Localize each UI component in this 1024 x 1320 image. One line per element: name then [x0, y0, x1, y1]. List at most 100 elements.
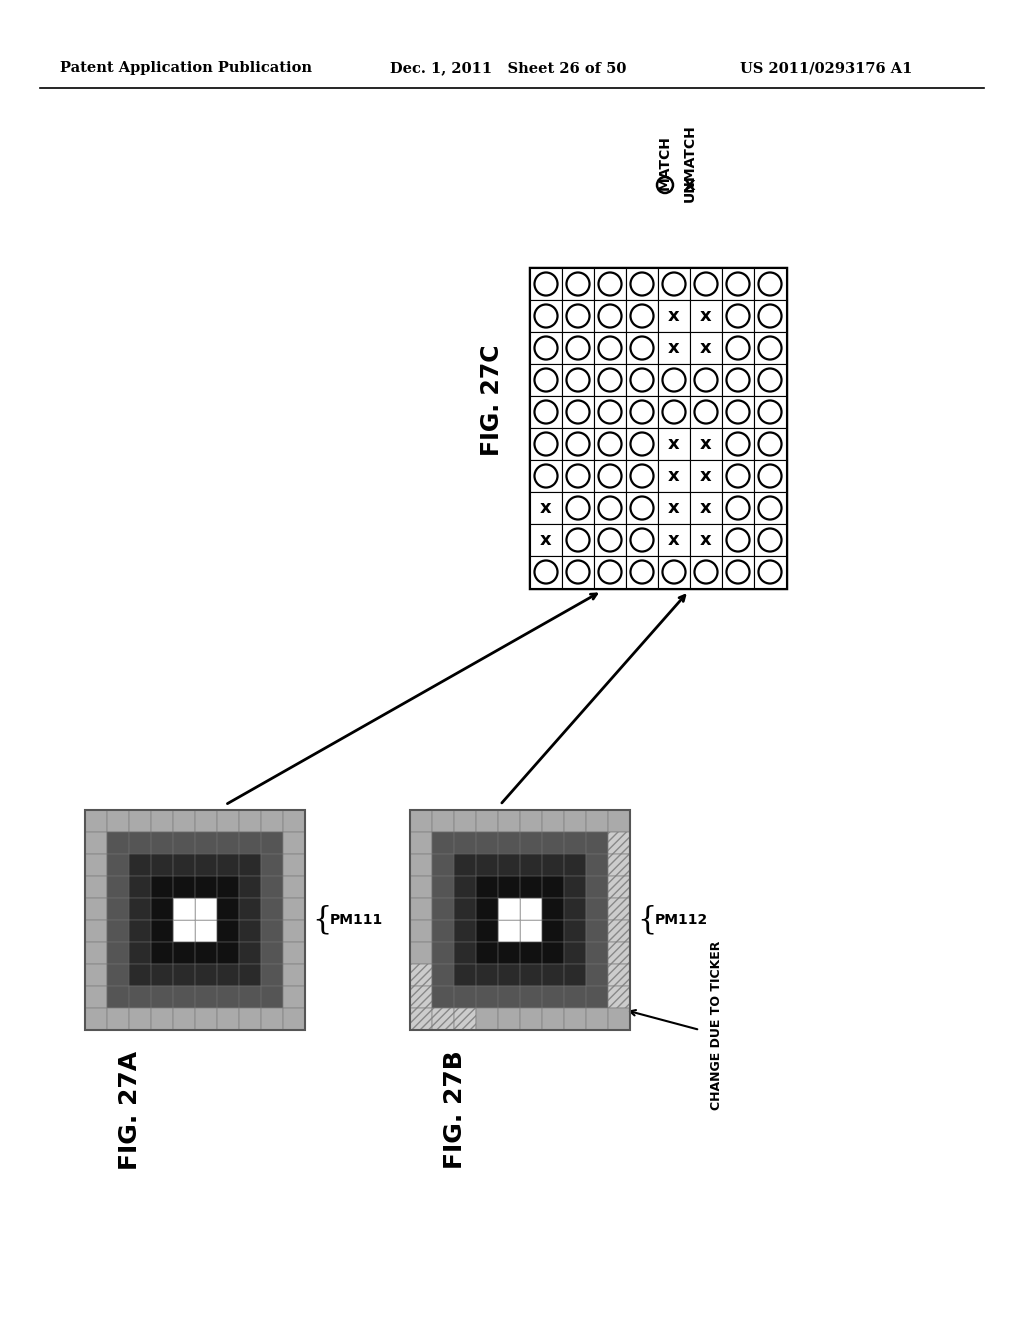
Bar	[608, 942, 630, 964]
Bar	[217, 1008, 239, 1030]
Bar	[476, 876, 498, 898]
Bar	[722, 364, 754, 396]
Bar	[690, 333, 722, 364]
Bar	[129, 898, 151, 920]
Bar	[754, 396, 786, 428]
Bar	[283, 832, 305, 854]
Bar	[690, 459, 722, 492]
Bar	[239, 986, 261, 1008]
Text: x: x	[669, 308, 680, 325]
Bar	[454, 1008, 476, 1030]
Bar	[594, 524, 626, 556]
Bar	[594, 428, 626, 459]
Bar	[626, 492, 658, 524]
Bar	[129, 876, 151, 898]
Bar	[432, 986, 454, 1008]
Bar	[410, 1008, 432, 1030]
Bar	[690, 524, 722, 556]
Bar	[626, 459, 658, 492]
Bar	[520, 964, 542, 986]
Bar	[626, 268, 658, 300]
Bar	[106, 854, 129, 876]
Bar	[195, 920, 217, 942]
Bar	[594, 333, 626, 364]
Bar	[530, 492, 562, 524]
Bar	[658, 333, 690, 364]
Bar	[129, 854, 151, 876]
Bar	[454, 920, 476, 942]
Bar	[586, 854, 608, 876]
Bar	[626, 556, 658, 587]
Bar	[239, 832, 261, 854]
Bar	[562, 396, 594, 428]
Bar	[261, 942, 283, 964]
Bar	[722, 333, 754, 364]
Bar	[562, 268, 594, 300]
Bar	[530, 428, 562, 459]
Bar	[530, 268, 786, 587]
Text: {: {	[312, 904, 332, 936]
Bar	[173, 810, 195, 832]
Bar	[432, 876, 454, 898]
Bar	[476, 854, 498, 876]
Bar	[754, 364, 786, 396]
Bar	[239, 810, 261, 832]
Bar	[261, 832, 283, 854]
Bar	[626, 300, 658, 333]
Bar	[594, 492, 626, 524]
Bar	[151, 832, 173, 854]
Bar	[85, 832, 106, 854]
Bar	[476, 986, 498, 1008]
Bar	[564, 810, 586, 832]
Bar	[129, 832, 151, 854]
Bar	[261, 964, 283, 986]
Bar	[722, 459, 754, 492]
Bar	[476, 810, 498, 832]
Text: x: x	[700, 467, 712, 484]
Bar	[476, 964, 498, 986]
Bar	[754, 492, 786, 524]
Text: PM111: PM111	[330, 913, 383, 927]
Bar	[542, 920, 564, 942]
Bar	[151, 854, 173, 876]
Bar	[690, 300, 722, 333]
Bar	[261, 810, 283, 832]
Bar	[217, 986, 239, 1008]
Bar	[626, 524, 658, 556]
Bar	[586, 942, 608, 964]
Text: x: x	[669, 531, 680, 549]
Bar	[151, 876, 173, 898]
Bar	[626, 428, 658, 459]
Bar	[498, 876, 520, 898]
Bar	[151, 920, 173, 942]
Bar	[542, 1008, 564, 1030]
Bar	[562, 492, 594, 524]
Bar	[261, 876, 283, 898]
Bar	[85, 810, 106, 832]
Bar	[658, 364, 690, 396]
Bar	[476, 832, 498, 854]
Bar	[129, 810, 151, 832]
Bar	[85, 1008, 106, 1030]
Bar	[239, 876, 261, 898]
Bar	[239, 898, 261, 920]
Bar	[520, 876, 542, 898]
Bar	[542, 832, 564, 854]
Bar	[608, 964, 630, 986]
Bar	[530, 333, 562, 364]
Bar	[85, 876, 106, 898]
Text: UNMATCH: UNMATCH	[683, 124, 697, 202]
Bar	[520, 1008, 542, 1030]
Bar	[722, 396, 754, 428]
Bar	[520, 832, 542, 854]
Bar	[85, 854, 106, 876]
Bar	[562, 364, 594, 396]
Bar	[658, 556, 690, 587]
Bar	[239, 964, 261, 986]
Bar	[432, 1008, 454, 1030]
Bar	[564, 1008, 586, 1030]
Bar	[498, 986, 520, 1008]
Bar	[151, 942, 173, 964]
Bar	[586, 1008, 608, 1030]
Bar	[410, 986, 432, 1008]
